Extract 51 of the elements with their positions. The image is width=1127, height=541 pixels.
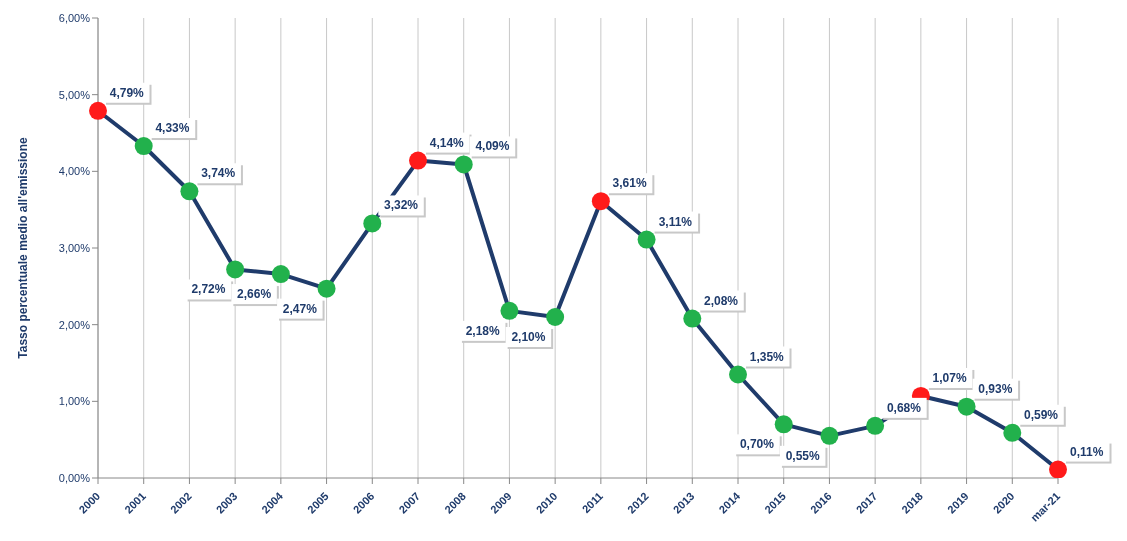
data-label: 4,09% — [475, 139, 510, 154]
y-tick-label: 1,00% — [58, 395, 91, 408]
data-label: 4,33% — [155, 121, 190, 136]
point — [774, 415, 793, 434]
point — [226, 260, 245, 279]
point — [271, 265, 290, 284]
y-tick-label: 3,00% — [58, 241, 91, 254]
y-tick-label: 6,00% — [58, 11, 91, 24]
data-label: 0,11% — [1070, 444, 1104, 459]
point — [729, 365, 747, 384]
data-label: 1,07% — [932, 370, 967, 385]
y-tick-label: 5,00% — [58, 88, 91, 101]
point — [180, 182, 199, 201]
data-label: 2,10% — [511, 330, 546, 344]
data-label: 2,72% — [191, 282, 226, 297]
point — [134, 137, 153, 156]
point — [317, 279, 336, 298]
data-label: 2,66% — [237, 287, 272, 302]
point — [500, 301, 519, 320]
y-tick-label: 2,00% — [58, 318, 91, 331]
data-label: 2,08% — [704, 293, 739, 308]
data-label: 0,55% — [785, 448, 821, 463]
point — [591, 192, 610, 211]
data-label: 4,79% — [109, 85, 145, 100]
point — [1003, 423, 1022, 442]
point — [454, 155, 473, 174]
point — [866, 416, 885, 435]
y-tick-label: 0,00% — [58, 471, 91, 484]
point — [409, 151, 427, 170]
point — [1049, 460, 1067, 478]
data-label: 0,70% — [739, 437, 775, 452]
data-label: 1,35% — [749, 349, 785, 364]
data-label: 4,14% — [429, 135, 465, 150]
data-label: 3,11% — [658, 214, 693, 229]
y-tick-label: 4,00% — [58, 165, 91, 178]
point — [683, 309, 702, 328]
data-label: 2,47% — [282, 301, 318, 316]
data-label: 2,18% — [465, 323, 501, 338]
data-label: 3,61% — [612, 176, 647, 191]
data-label: 0,59% — [1024, 407, 1059, 422]
point — [957, 397, 976, 416]
point — [820, 426, 839, 445]
data-label: 0,68% — [886, 400, 922, 415]
data-label: 3,74% — [201, 166, 236, 181]
point — [546, 308, 565, 326]
data-label: 0,93% — [978, 381, 1013, 396]
point — [637, 230, 656, 249]
y-axis-title: Tasso percentuale medio all'emissione — [16, 136, 31, 359]
point — [89, 101, 107, 120]
data-label: 3,32% — [384, 198, 419, 213]
point — [363, 214, 382, 233]
